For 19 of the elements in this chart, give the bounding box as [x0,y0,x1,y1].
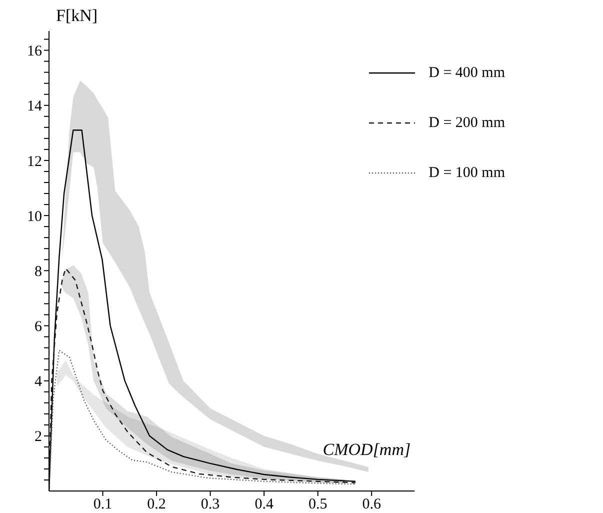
y-tick-label: 16 [27,44,42,60]
y-tick-label: 4 [34,374,42,390]
x-axis-title: CMOD[mm] [322,440,411,460]
x-tick-label: 0.3 [200,496,220,513]
x-tick-label: 0.1 [93,496,112,513]
y-tick-label: 8 [34,264,42,280]
y-tick-label: 10 [27,208,42,225]
legend-label: D = 400 mm [428,64,505,82]
legend-label: D = 200 mm [428,114,505,132]
x-tick-label: 0.6 [362,496,382,513]
y-tick-label: 12 [27,154,42,170]
legend-label: D = 100 mm [428,164,505,182]
x-tick-label: 0.5 [308,496,328,513]
y-axis-title: F[kN] [56,6,98,26]
y-tick-label: 14 [27,98,42,115]
y-tick-label: 6 [34,319,42,336]
x-tick-label: 0.4 [254,496,274,513]
y-tick-label: 2 [34,429,42,446]
x-tick-label: 0.2 [147,496,166,513]
